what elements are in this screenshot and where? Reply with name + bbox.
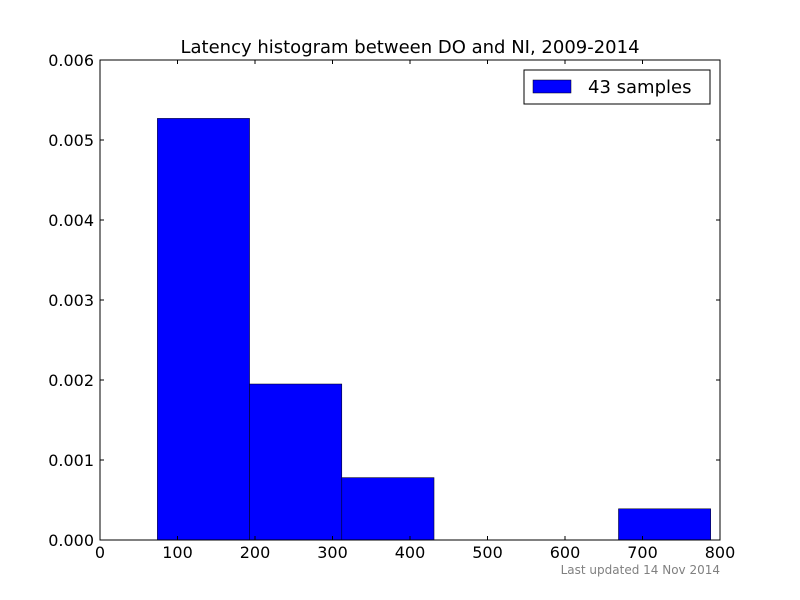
histogram-bar-0 [157,118,250,541]
histogram-bar-1 [249,383,343,541]
bars-group [157,118,711,541]
x-tick-label-1: 100 [162,543,193,562]
x-tick-label-4: 400 [395,543,426,562]
footnote: Last updated 14 Nov 2014 [561,563,720,577]
y-tick-label-4: 0.004 [48,211,94,230]
x-tick-label-7: 700 [627,543,658,562]
y-tick-label-3: 0.003 [48,291,94,310]
x-tick-label-8: 800 [705,543,736,562]
y-tick-label-1: 0.001 [48,451,94,470]
y-tick-label-6: 0.006 [48,51,94,70]
chart-title: Latency histogram between DO and NI, 200… [180,37,639,58]
histogram-bar-5 [618,508,711,541]
legend-swatch [532,79,572,94]
plot-frame [99,59,721,541]
x-tick-label-5: 500 [472,543,503,562]
histogram-bar-2 [341,477,435,541]
y-tick-label-0: 0.000 [48,531,94,550]
y-tick-label-5: 0.005 [48,131,94,150]
x-tick-label-0: 0 [95,543,105,562]
legend: 43 samples [523,69,711,105]
x-tick-label-2: 200 [240,543,271,562]
x-tick-label-3: 300 [317,543,348,562]
y-tick-label-2: 0.002 [48,371,94,390]
ticks-group: 0 100 200 300 400 500 600 700 800 0.000 0.001 0.002… [48,51,735,562]
legend-label: 43 samples [588,77,691,98]
x-tick-label-6: 600 [550,543,581,562]
